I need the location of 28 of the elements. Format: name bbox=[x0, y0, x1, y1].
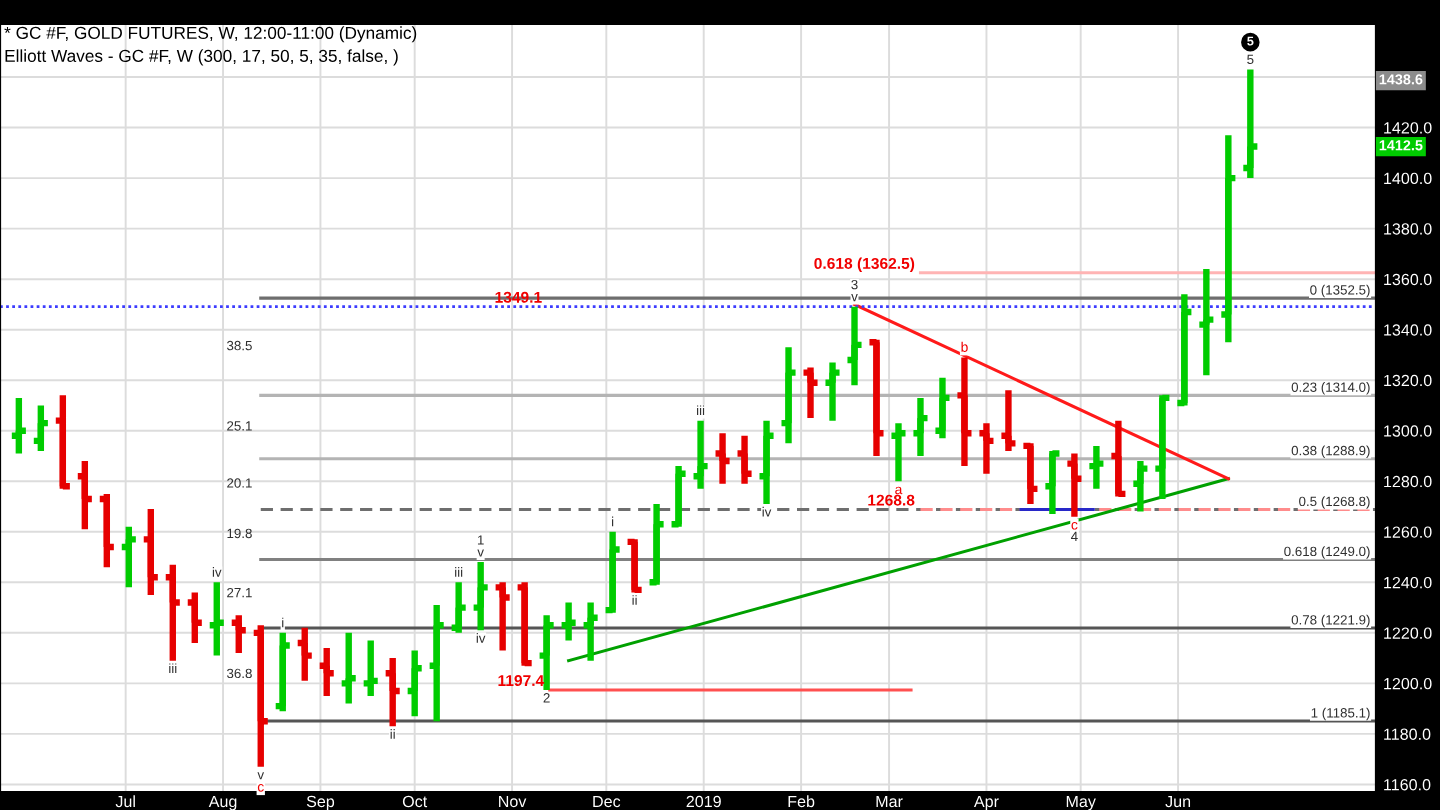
y-tick-label: 1280.0 bbox=[1384, 475, 1432, 488]
x-tick-label: Nov bbox=[499, 795, 527, 808]
x-tick-label: Aug bbox=[208, 795, 237, 810]
y-tick-label: 1400.0 bbox=[1384, 172, 1432, 185]
x-tick-label: Oct bbox=[402, 795, 428, 808]
y-tick-label: 1380.0 bbox=[1384, 223, 1432, 235]
y-tick-label: 1300.0 bbox=[1384, 425, 1432, 437]
y-tick-label: 1200.0 bbox=[1384, 677, 1432, 690]
y-tick-label: 1320.0 bbox=[1384, 374, 1432, 387]
text: Elliott Waves - GC #F, W (300, 17, 50, 5, 35, false, ) bbox=[5, 49, 398, 66]
x-tick-label: 2019 bbox=[686, 795, 721, 808]
x-tick-label: Jul bbox=[115, 795, 135, 808]
y-tick-label: 1220.0 bbox=[1384, 627, 1432, 639]
chart-title: * GC #F, GOLD FUTURES, W, 12:00-11:00 (Dynamic) bbox=[4, 26, 417, 43]
y-tick-label: 1360.0 bbox=[1384, 273, 1432, 286]
y-tick-label: 1420.0 bbox=[1384, 122, 1432, 134]
y-tick-label: 1260.0 bbox=[1384, 526, 1432, 538]
y-tick-label: 1160.0 bbox=[1384, 779, 1431, 791]
x-tick-label: Apr bbox=[973, 795, 999, 810]
x-tick-label: Dec bbox=[593, 795, 621, 808]
x-tick-label: Sep bbox=[306, 795, 335, 810]
y-tick-label: 1340.0 bbox=[1384, 324, 1432, 336]
x-tick-label: May bbox=[1066, 795, 1096, 810]
x-tick-label: Mar bbox=[876, 795, 903, 808]
y-tick-label: 1180.0 bbox=[1384, 728, 1431, 740]
x-tick-label: Feb bbox=[788, 795, 815, 808]
x-tick-label: Jun bbox=[1165, 795, 1191, 808]
y-tick-label: 1240.0 bbox=[1384, 576, 1432, 589]
